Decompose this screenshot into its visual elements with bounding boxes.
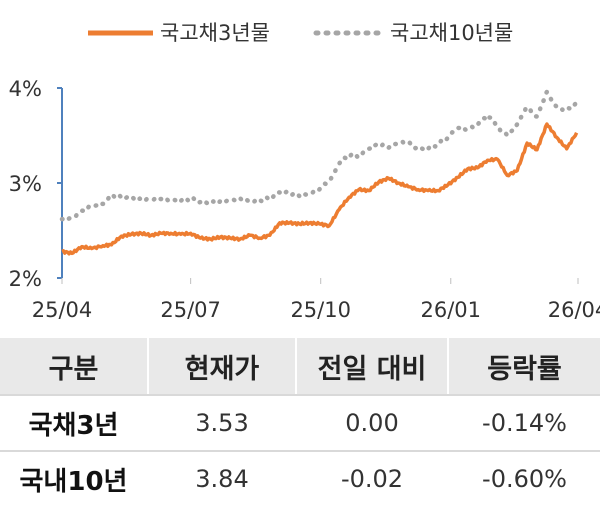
x-tick-label: 25/07 — [160, 298, 221, 322]
chart-legend: 국고채3년물 국고채10년물 — [88, 21, 513, 45]
y-tick-label: 2% — [9, 267, 42, 291]
series-line-10y — [62, 92, 577, 220]
quote-table: 구분 현재가 전일 대비 등락률 국채3년 3.53 0.00 -0.14% 국… — [0, 338, 600, 506]
x-tick-label: 26/01 — [421, 298, 482, 322]
table-header-row: 구분 현재가 전일 대비 등락률 — [0, 338, 600, 395]
yield-line-chart: 국고채3년물 국고채10년물 2% 3% 4% 25/04 25/07 25/10 26/… — [0, 0, 600, 330]
header-current-price: 현재가 — [148, 338, 296, 395]
x-tick-label: 25/04 — [32, 298, 93, 322]
header-change-rate: 등락률 — [448, 338, 600, 395]
legend-label-10y: 국고채10년물 — [390, 21, 513, 45]
x-tick-label: 26/04 — [548, 298, 600, 322]
row-price: 3.53 — [148, 395, 296, 451]
series-layer — [62, 92, 577, 254]
legend-label-3y: 국고채3년물 — [160, 21, 270, 45]
table-row: 국채3년 3.53 0.00 -0.14% — [0, 395, 600, 451]
y-axis-ticks: 2% 3% 4% — [9, 77, 62, 291]
y-tick-label: 4% — [9, 77, 42, 101]
header-category: 구분 — [0, 338, 148, 395]
x-tick-label: 25/10 — [290, 298, 351, 322]
row-name: 국내10년 — [0, 451, 148, 506]
header-daily-change: 전일 대비 — [296, 338, 448, 395]
row-price: 3.84 — [148, 451, 296, 506]
row-change: 0.00 — [296, 395, 448, 451]
row-rate: -0.14% — [448, 395, 600, 451]
row-name: 국채3년 — [0, 395, 148, 451]
y-tick-label: 3% — [9, 172, 42, 196]
row-change: -0.02 — [296, 451, 448, 506]
x-axis-ticks: 25/04 25/07 25/10 26/01 26/04 — [32, 278, 600, 322]
table-row: 국내10년 3.84 -0.02 -0.60% — [0, 451, 600, 506]
row-rate: -0.60% — [448, 451, 600, 506]
